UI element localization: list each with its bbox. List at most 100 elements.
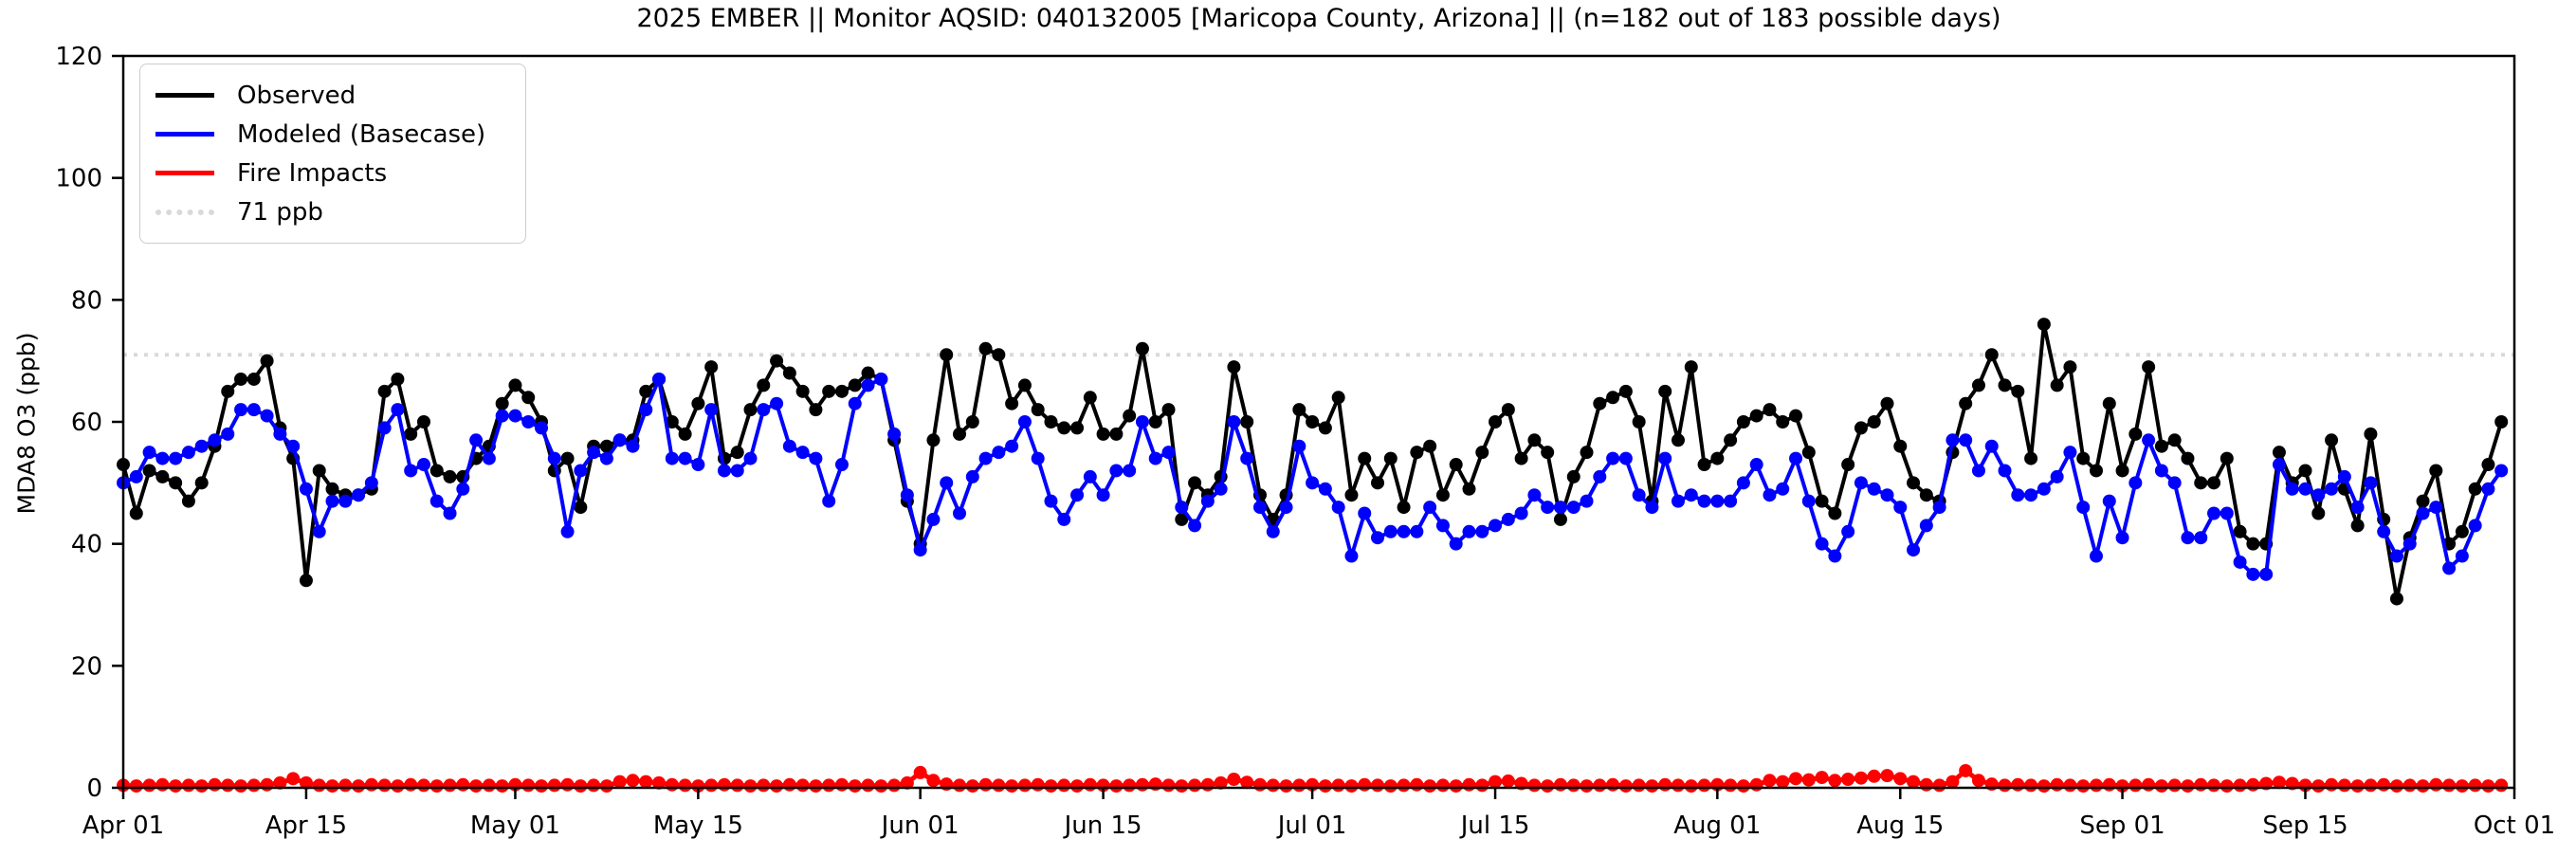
y-tick-label: 80 [71, 286, 102, 315]
y-tick-label: 100 [55, 165, 102, 193]
data-point [717, 777, 731, 792]
data-point [639, 403, 653, 417]
data-point [1541, 779, 1555, 793]
data-point [155, 469, 170, 483]
data-point [560, 451, 575, 465]
data-point [2142, 360, 2156, 374]
data-point [1998, 464, 2012, 478]
data-point [2050, 378, 2064, 392]
data-point [978, 777, 993, 792]
data-point [913, 543, 927, 557]
data-point [1971, 378, 1985, 392]
x-tick-label: Oct 01 [2474, 811, 2555, 840]
data-point [1344, 549, 1359, 563]
data-point [822, 494, 836, 508]
data-point [312, 778, 326, 793]
data-point [1946, 433, 1960, 447]
data-point [1175, 779, 1189, 793]
data-point [1501, 512, 1515, 526]
data-point [1919, 777, 1933, 792]
data-point [861, 366, 875, 380]
data-point [325, 482, 339, 496]
data-point [299, 482, 313, 496]
data-point [1580, 779, 1594, 793]
data-point [2246, 777, 2260, 792]
data-point [1658, 777, 1672, 792]
x-tick-label: Jul 01 [1276, 811, 1347, 840]
data-point [1684, 488, 1698, 502]
data-point [2416, 506, 2430, 520]
data-point [1240, 775, 1254, 790]
data-point [2194, 777, 2208, 792]
data-point [1984, 348, 1999, 362]
data-point [1566, 501, 1580, 515]
data-point [834, 384, 849, 398]
data-point [364, 777, 378, 792]
legend-label: Observed [237, 81, 356, 110]
data-point [1801, 446, 1816, 460]
data-point [1553, 501, 1567, 515]
data-point [429, 464, 444, 478]
data-point [2063, 778, 2077, 793]
data-point [2233, 524, 2247, 538]
data-point [1580, 446, 1594, 460]
data-point [1017, 378, 1032, 392]
data-point [953, 778, 967, 793]
data-point [1435, 519, 1450, 533]
data-point [1397, 524, 1411, 538]
data-point [1684, 360, 1698, 374]
data-point [155, 451, 170, 465]
data-point [848, 396, 862, 410]
data-point [299, 775, 313, 790]
data-point [1397, 501, 1411, 515]
data-point [169, 476, 183, 490]
data-point [1841, 772, 1855, 786]
data-point [1514, 506, 1528, 520]
data-point [521, 391, 536, 405]
data-point [1736, 415, 1750, 428]
data-point [364, 476, 378, 490]
data-point [1580, 494, 1594, 508]
data-point [2455, 524, 2469, 538]
data-point [1959, 763, 1973, 777]
data-point [743, 403, 758, 417]
data-point [495, 779, 509, 793]
data-point [2350, 519, 2365, 533]
data-point [2181, 531, 2195, 545]
data-point [1135, 777, 1149, 792]
data-point [1188, 519, 1202, 533]
data-point [2142, 777, 2156, 792]
data-point [1736, 779, 1750, 793]
data-point [1044, 415, 1058, 428]
data-point [2102, 396, 2116, 410]
data-point [469, 779, 484, 793]
data-point [1083, 469, 1097, 483]
data-point [757, 778, 771, 793]
data-point [416, 415, 430, 428]
data-point [2416, 779, 2430, 793]
data-point [1593, 396, 1607, 410]
data-point [1828, 549, 1842, 563]
data-point [874, 372, 888, 386]
data-point [926, 512, 941, 526]
data-point [2429, 501, 2443, 515]
data-point [1383, 524, 1398, 538]
data-point [508, 409, 522, 423]
data-point [795, 384, 810, 398]
data-point [704, 778, 719, 793]
legend-label: Fire Impacts [237, 158, 388, 188]
data-point [2233, 778, 2247, 793]
data-point [1736, 476, 1750, 490]
data-point [1449, 537, 1463, 551]
data-point [2181, 779, 2195, 793]
data-point [2481, 458, 2495, 472]
data-point [2076, 451, 2091, 465]
data-point [1292, 439, 1306, 453]
data-point [652, 372, 667, 386]
data-point [286, 439, 301, 453]
data-point [639, 775, 653, 789]
data-point [1410, 446, 1424, 460]
x-tick-label: May 01 [470, 811, 560, 840]
data-point [1658, 451, 1672, 465]
